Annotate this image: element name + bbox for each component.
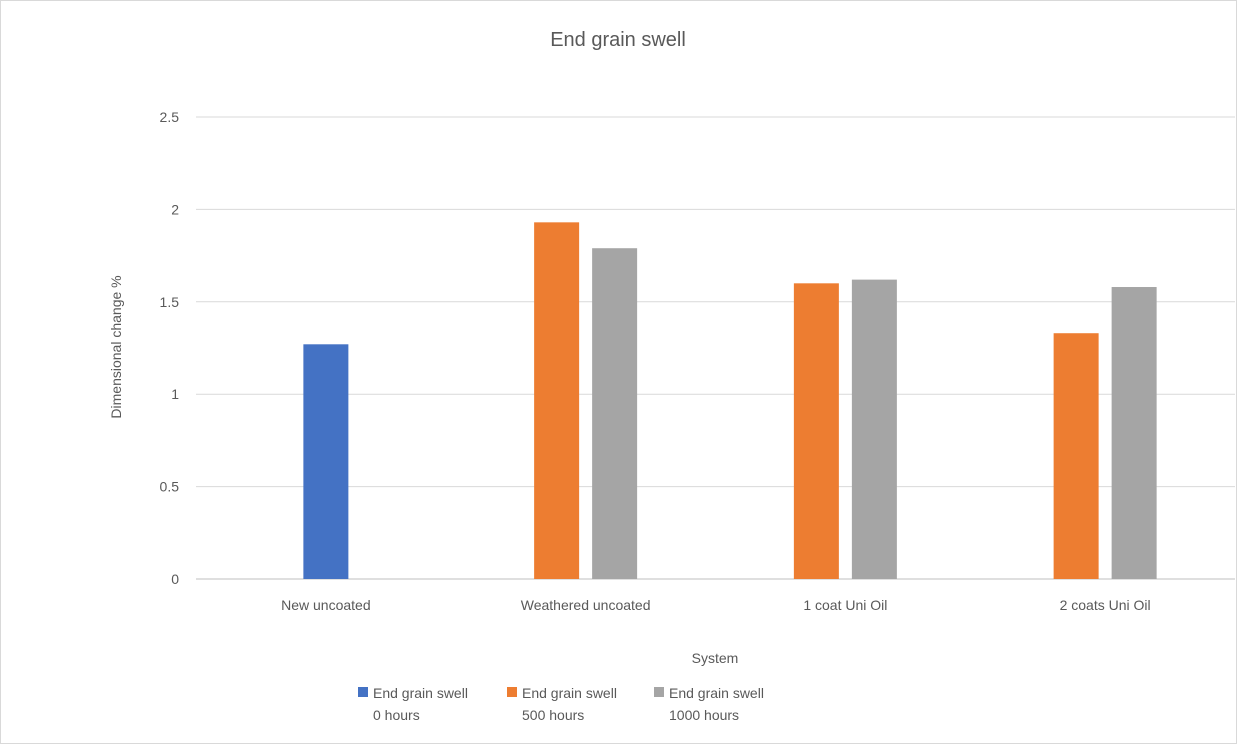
- x-tick-label: Weathered uncoated: [521, 597, 651, 613]
- y-tick-label: 1.5: [160, 294, 180, 310]
- y-tick-label: 2.5: [160, 109, 180, 125]
- y-tick-label: 2: [171, 201, 179, 217]
- legend-label: 0 hours: [373, 707, 420, 723]
- x-tick-label: New uncoated: [281, 597, 371, 613]
- x-axis-ticks: New uncoated Weathered uncoated 1 coat Uni…: [281, 597, 1151, 613]
- y-tick-label: 0: [171, 571, 179, 587]
- bar: [793, 283, 839, 579]
- x-tick-label: 2 coats Uni Oil: [1060, 597, 1151, 613]
- legend-label: 500 hours: [522, 707, 584, 723]
- y-tick-label: 1: [171, 386, 179, 402]
- legend-label: End grain swell: [669, 685, 764, 701]
- bars: [303, 222, 1157, 579]
- legend-label: End grain swell: [373, 685, 468, 701]
- legend-label: 1000 hours: [669, 707, 739, 723]
- x-tick-label: 1 coat Uni Oil: [803, 597, 887, 613]
- bar: [851, 279, 897, 579]
- bar: [303, 344, 349, 579]
- bar: [534, 222, 580, 579]
- legend-swatch: [654, 687, 664, 697]
- y-axis-ticks: 0 0.5 1 1.5 2 2.5: [160, 109, 180, 587]
- y-axis-label: Dimensional change %: [108, 275, 124, 418]
- bar: [592, 248, 638, 579]
- chart-title: End grain swell: [550, 29, 686, 51]
- legend-swatch: [507, 687, 517, 697]
- bar: [1053, 333, 1099, 579]
- legend: End grain swell 0 hours End grain swell 500…: [358, 685, 764, 723]
- legend-swatch: [358, 687, 368, 697]
- x-axis-label: System: [692, 650, 739, 666]
- legend-label: End grain swell: [522, 685, 617, 701]
- y-tick-label: 0.5: [160, 479, 180, 495]
- bar: [1111, 287, 1157, 579]
